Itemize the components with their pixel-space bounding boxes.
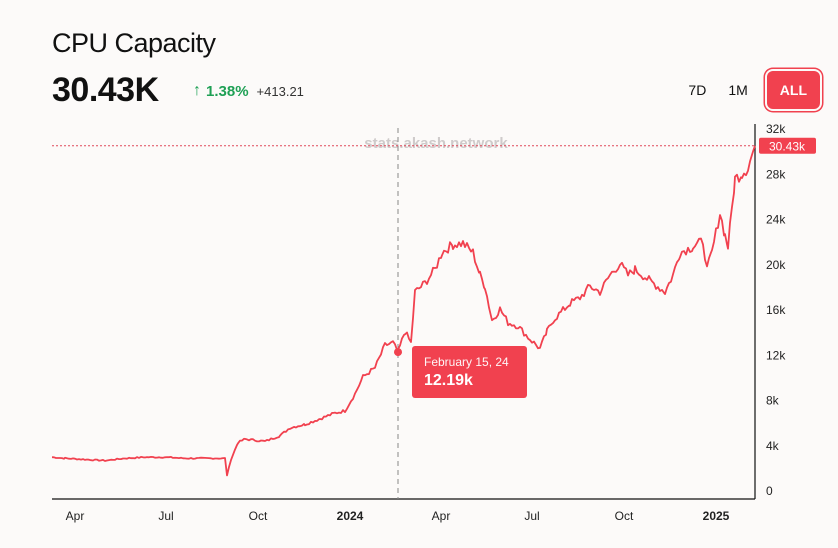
y-tick-label: 24k: [766, 213, 786, 227]
tab-7d[interactable]: 7D: [688, 82, 707, 98]
x-tick-label: Oct: [249, 509, 268, 523]
x-tick-label: Apr: [66, 509, 85, 523]
y-tick-label: 20k: [766, 258, 786, 272]
x-tick-label: Apr: [432, 509, 451, 523]
arrow-up-icon: ↑: [193, 82, 201, 99]
change-percent: 1.38%: [206, 82, 249, 100]
tooltip-value: 12.19k: [424, 372, 473, 389]
y-tick-label: 12k: [766, 348, 786, 362]
x-tick-label: 2024: [337, 509, 364, 523]
range-tabs: 7D 1M ALL: [677, 71, 820, 109]
tab-all[interactable]: ALL: [766, 71, 820, 109]
x-tick-label: Jul: [158, 509, 173, 523]
y-tick-label: 16k: [766, 303, 786, 317]
y-tick-label: 0: [766, 484, 773, 498]
current-value: 30.43K: [52, 71, 159, 109]
y-tick-label: 28k: [766, 167, 786, 181]
y-tick-label: 32k: [766, 122, 786, 136]
x-tick-label: Oct: [615, 509, 634, 523]
y-tick-label: 8k: [766, 394, 780, 408]
x-tick-label: 2025: [703, 509, 730, 523]
current-value-label: 30.43k: [769, 139, 806, 153]
tooltip: February 15, 24 12.19k: [412, 346, 527, 398]
tooltip-date: February 15, 24: [424, 355, 509, 369]
watermark: stats.akash.network: [364, 135, 508, 152]
change-indicator: ↑ 1.38% +413.21: [193, 82, 304, 100]
chart-title: CPU Capacity: [52, 28, 216, 58]
y-tick-label: 4k: [766, 439, 780, 453]
highlight-point: [394, 348, 402, 357]
cpu-capacity-series: [51, 145, 756, 477]
tab-1m[interactable]: 1M: [728, 82, 748, 98]
change-absolute: +413.21: [256, 83, 304, 99]
x-tick-label: Jul: [524, 509, 539, 523]
current-value-badge: [759, 137, 816, 154]
